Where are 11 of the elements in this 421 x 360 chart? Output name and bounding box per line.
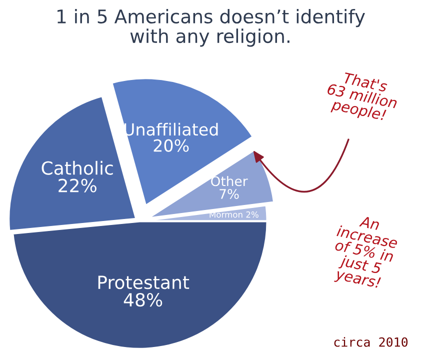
slice-label: Catholic xyxy=(42,160,113,175)
slice-label: Protestant xyxy=(98,276,190,290)
data-label: 48% xyxy=(124,292,162,307)
text: That's 63 million people! xyxy=(326,72,398,124)
text: An increase of 5% in just 5 years! xyxy=(334,216,398,292)
slice-label: Other xyxy=(211,176,248,186)
data-label: 7% xyxy=(220,188,239,199)
data-label: 22% xyxy=(58,178,96,192)
chart-title: 1 in 5 Americans doesn’t identify with any religion. xyxy=(58,9,365,47)
text: circa 2010 xyxy=(334,337,408,347)
data-label: 20% xyxy=(154,139,189,152)
